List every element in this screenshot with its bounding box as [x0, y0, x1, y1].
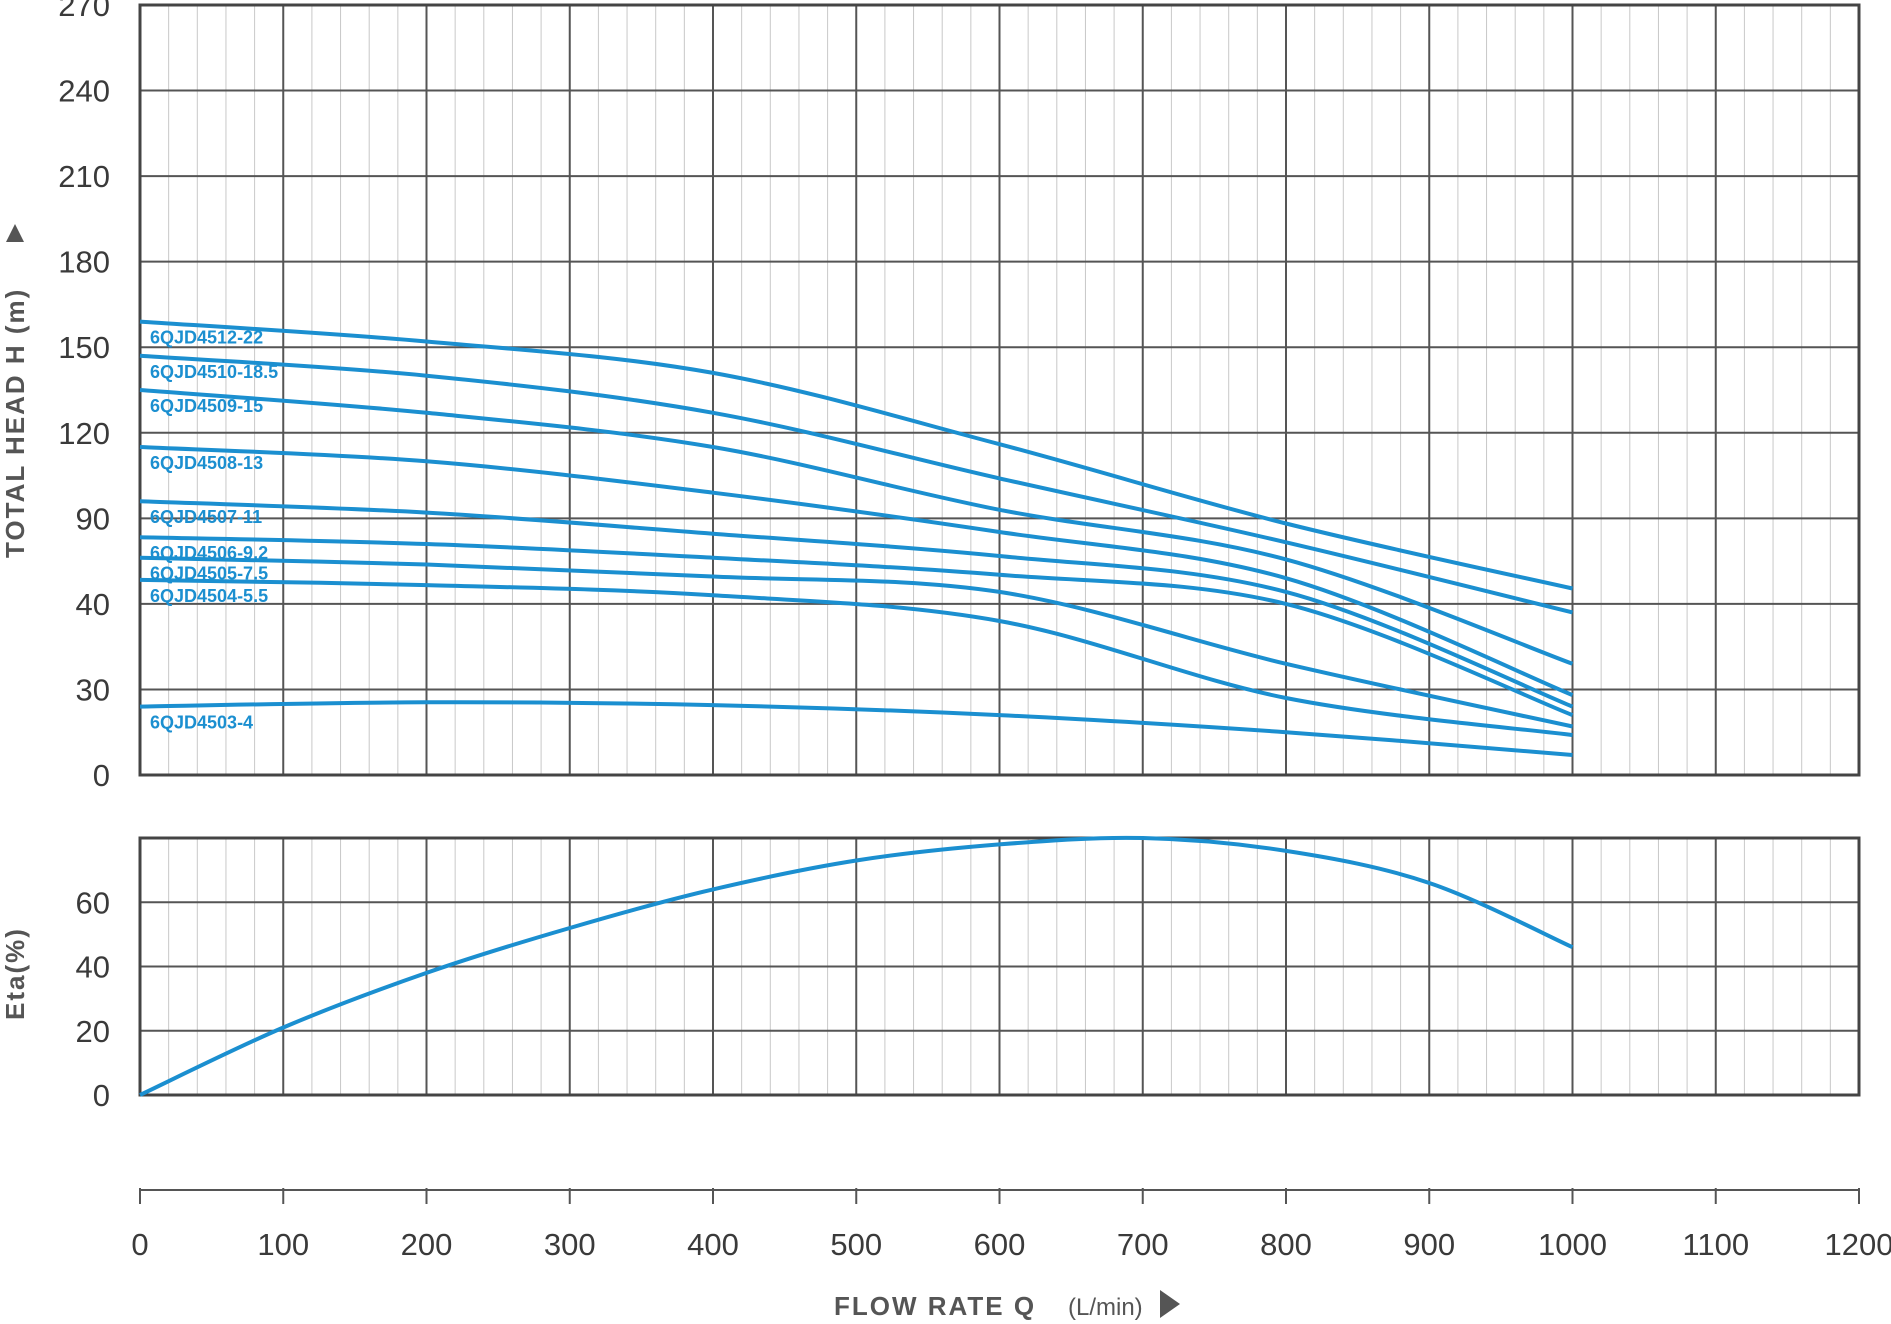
efficiency-y-tick-labels: 0 20 40 60 — [76, 885, 110, 1113]
y-tick-label: 60 — [76, 885, 110, 920]
x-tick-label: 1100 — [1682, 1227, 1749, 1262]
head-curves: 6QJD4512-22 6QJD4510-18.5 6QJD4509-15 6QJD4… — [139, 319, 1574, 757]
x-tick-label: 300 — [544, 1227, 596, 1262]
series-label: 6QJD4508-13 — [150, 453, 263, 473]
y-tick-label: 120 — [58, 416, 110, 451]
y-tick-label: 240 — [58, 74, 110, 109]
series-label: 6QJD4503-4 — [150, 713, 253, 733]
head-chart-grid — [138, 3, 1861, 777]
y-tick-label: 40 — [76, 950, 110, 985]
series-line — [139, 555, 1573, 729]
y-tick-label: 0 — [93, 1078, 110, 1113]
efficiency-curves — [139, 835, 1574, 1097]
x-tick-label: 500 — [830, 1227, 882, 1262]
head-axis-title: TOTAL HEAD H (m) — [0, 288, 30, 558]
x-tick-label: 600 — [974, 1227, 1026, 1262]
head-y-tick-labels: 0 30 40 90 120 150 180 210 240 270 — [58, 0, 110, 793]
x-tick-label: 0 — [131, 1227, 148, 1262]
y-tick-label: 210 — [58, 159, 110, 194]
efficiency-line — [139, 835, 1574, 1097]
x-tick-label: 100 — [257, 1227, 309, 1262]
plot-frame — [138, 836, 1861, 1097]
x-axis-arrow-icon — [1160, 1290, 1180, 1318]
series-line — [139, 353, 1573, 615]
x-axis-unit: (L/min) — [1068, 1294, 1143, 1321]
series-label: 6QJD4512-22 — [150, 328, 263, 348]
series-label: 6QJD4504-5.5 — [150, 586, 268, 606]
y-tick-label: 270 — [58, 0, 110, 23]
y-tick-label: 90 — [76, 501, 110, 536]
head-axis-arrow-icon — [6, 224, 24, 242]
series-line — [139, 535, 1574, 717]
y-tick-label: 40 — [76, 587, 110, 622]
eta-axis-title: Eta(%) — [0, 927, 30, 1020]
series-label: 6QJD4507-11 — [150, 507, 262, 527]
x-axis-title: FLOW RATE Q — [834, 1291, 1036, 1321]
x-tick-label: 200 — [401, 1227, 453, 1262]
x-tick-label: 1000 — [1538, 1227, 1607, 1262]
y-tick-label: 20 — [76, 1014, 110, 1049]
series-line — [139, 577, 1573, 738]
efficiency-chart-grid — [138, 836, 1861, 1097]
y-tick-label: 0 — [93, 758, 110, 793]
x-tick-label: 700 — [1117, 1227, 1169, 1262]
series-line — [139, 388, 1574, 666]
x-tick-label: 900 — [1403, 1227, 1455, 1262]
series-line — [139, 445, 1574, 697]
series-label: 6QJD4509-15 — [150, 396, 263, 416]
series-label: 6QJD4510-18.5 — [150, 362, 278, 382]
x-tick-label: 1200 — [1825, 1227, 1891, 1262]
y-tick-label: 150 — [58, 330, 110, 365]
series-line — [139, 319, 1573, 591]
y-tick-label: 180 — [58, 245, 110, 280]
series-line — [139, 700, 1573, 757]
x-tick-label: 400 — [687, 1227, 739, 1262]
flow-rate-axis: 0 100 200 300 400 500 600 700 800 900 1000 1100 1200 — [131, 1188, 1891, 1262]
x-tick-label: 800 — [1260, 1227, 1312, 1262]
y-tick-label: 30 — [76, 672, 110, 707]
series-line — [139, 499, 1574, 709]
